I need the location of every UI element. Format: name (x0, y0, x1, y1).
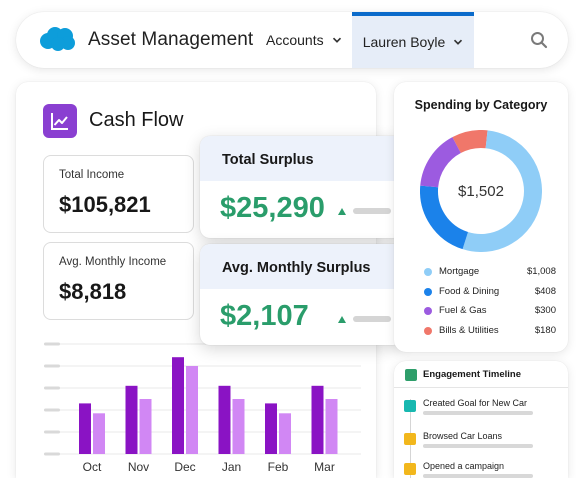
timeline-title: Engagement Timeline (423, 369, 522, 380)
accounts-menu[interactable]: Accounts (266, 12, 356, 68)
legend-swatch (424, 326, 432, 335)
spending-title: Spending by Category (414, 98, 548, 112)
bar-jan-2[interactable] (232, 399, 245, 454)
bar-mar-1[interactable] (311, 385, 324, 454)
user-name: Lauren Boyle (362, 34, 446, 50)
donut-center-value: $1,502 (458, 183, 504, 200)
goal-icon (404, 400, 416, 412)
campaign-icon (404, 463, 416, 475)
bar-jan-1[interactable] (218, 385, 231, 454)
placeholder-bar (353, 316, 391, 322)
chevron-down-icon (454, 39, 463, 45)
line-chart-icon (43, 104, 77, 138)
legend-label: Food & Dining (439, 285, 500, 297)
engagement-timeline-card: Engagement Timeline Created Goal for New… (394, 361, 568, 478)
placeholder-line (423, 411, 533, 415)
legend-item: Mortgage $1,008 (424, 265, 556, 285)
avg-monthly-income-tile: Avg. Monthly Income $8,818 (43, 242, 194, 320)
y-tick-placeholder (44, 364, 60, 368)
timeline-event-text: Browsed Car Loans (423, 431, 503, 441)
x-tick-label: Jan (222, 460, 241, 474)
placeholder-line (423, 474, 533, 478)
bar-dec-2[interactable] (186, 366, 198, 454)
x-tick-label: Nov (128, 460, 149, 474)
total-income-value: $105,821 (59, 192, 151, 217)
legend-amount: $1,008 (526, 266, 556, 277)
legend-swatch (424, 287, 432, 296)
total-surplus-label: Total Surplus (200, 136, 403, 181)
timeline-icon (405, 369, 417, 381)
donut-slice-food-dining[interactable] (420, 185, 469, 250)
legend-swatch (424, 307, 432, 315)
spending-donut-chart: $1,502 (420, 130, 542, 252)
avg-monthly-surplus-label: Avg. Monthly Surplus (200, 244, 403, 289)
bar-oct-1[interactable] (79, 403, 91, 454)
up-triangle-icon (338, 316, 346, 323)
avg-monthly-income-label: Avg. Monthly Income (59, 256, 167, 268)
y-tick-placeholder (44, 430, 60, 434)
x-tick-label: Dec (174, 460, 195, 474)
bar-nov-2[interactable] (139, 399, 152, 454)
legend-amount: $300 (534, 305, 556, 316)
up-triangle-icon (338, 208, 346, 215)
x-tick-label: Feb (268, 460, 289, 474)
legend-amount: $180 (534, 324, 556, 336)
legend-label: Mortgage (439, 266, 480, 277)
timeline-event-text: Opened a campaign (423, 461, 505, 471)
total-surplus-card: Total Surplus $25,290 (200, 136, 403, 238)
bar-nov-1[interactable] (125, 385, 138, 454)
x-tick-label: Mar (314, 460, 335, 474)
x-tick-label: Oct (83, 460, 102, 474)
y-tick-placeholder (44, 408, 60, 412)
divider (394, 387, 568, 388)
donut-slice-bills-utilities[interactable] (452, 130, 488, 154)
legend-item: Bills & Utilities $180 (424, 324, 556, 344)
bar-oct-2[interactable] (93, 413, 105, 454)
timeline-event-text: Created Goal for New Car (423, 398, 528, 408)
legend-item: Fuel & Gas $300 (424, 304, 556, 324)
spending-legend: Mortgage $1,008 Food & Dining $408 Fuel & Ga… (424, 265, 556, 343)
placeholder-bar (353, 208, 391, 214)
browse-icon (404, 433, 416, 445)
legend-swatch (424, 268, 432, 276)
salesforce-cloud-icon[interactable] (38, 26, 76, 52)
total-income-label: Total Income (59, 169, 125, 181)
y-tick-placeholder (44, 452, 60, 456)
legend-amount: $408 (534, 285, 556, 297)
total-surplus-value: $25,290 (220, 192, 325, 224)
cash-flow-bar-chart: Oct Nov Dec Jan Feb Mar (44, 342, 361, 474)
legend-label: Bills & Utilities (439, 324, 499, 336)
spending-by-category-card: Spending by Category $1,502 Mortgage $1,0… (394, 82, 568, 352)
avg-monthly-income-value: $8,818 (59, 279, 127, 304)
user-menu[interactable]: Lauren Boyle (352, 12, 474, 68)
bar-feb-2[interactable] (279, 413, 291, 454)
placeholder-line (423, 444, 533, 448)
donut-slice-mortgage[interactable] (462, 130, 542, 252)
accounts-menu-label: Accounts (266, 32, 324, 48)
y-tick-placeholder (44, 386, 60, 390)
bar-dec-1[interactable] (172, 357, 184, 454)
avg-monthly-surplus-card: Avg. Monthly Surplus $2,107 (200, 244, 403, 345)
top-nav-bar: Asset Management Accounts Lauren Boyle (16, 12, 568, 68)
chevron-down-icon (332, 37, 341, 43)
avg-monthly-surplus-value: $2,107 (220, 300, 309, 332)
cash-flow-title: Cash Flow (89, 109, 184, 131)
legend-item: Food & Dining $408 (424, 285, 556, 305)
bar-feb-1[interactable] (265, 403, 277, 454)
donut-slice-fuel-gas[interactable] (420, 137, 462, 188)
search-icon[interactable] (530, 31, 548, 49)
bar-mar-2[interactable] (325, 399, 338, 454)
y-tick-placeholder (44, 342, 60, 346)
legend-label: Fuel & Gas (439, 305, 487, 316)
app-title: Asset Management (88, 29, 254, 50)
total-income-tile: Total Income $105,821 (43, 155, 194, 233)
